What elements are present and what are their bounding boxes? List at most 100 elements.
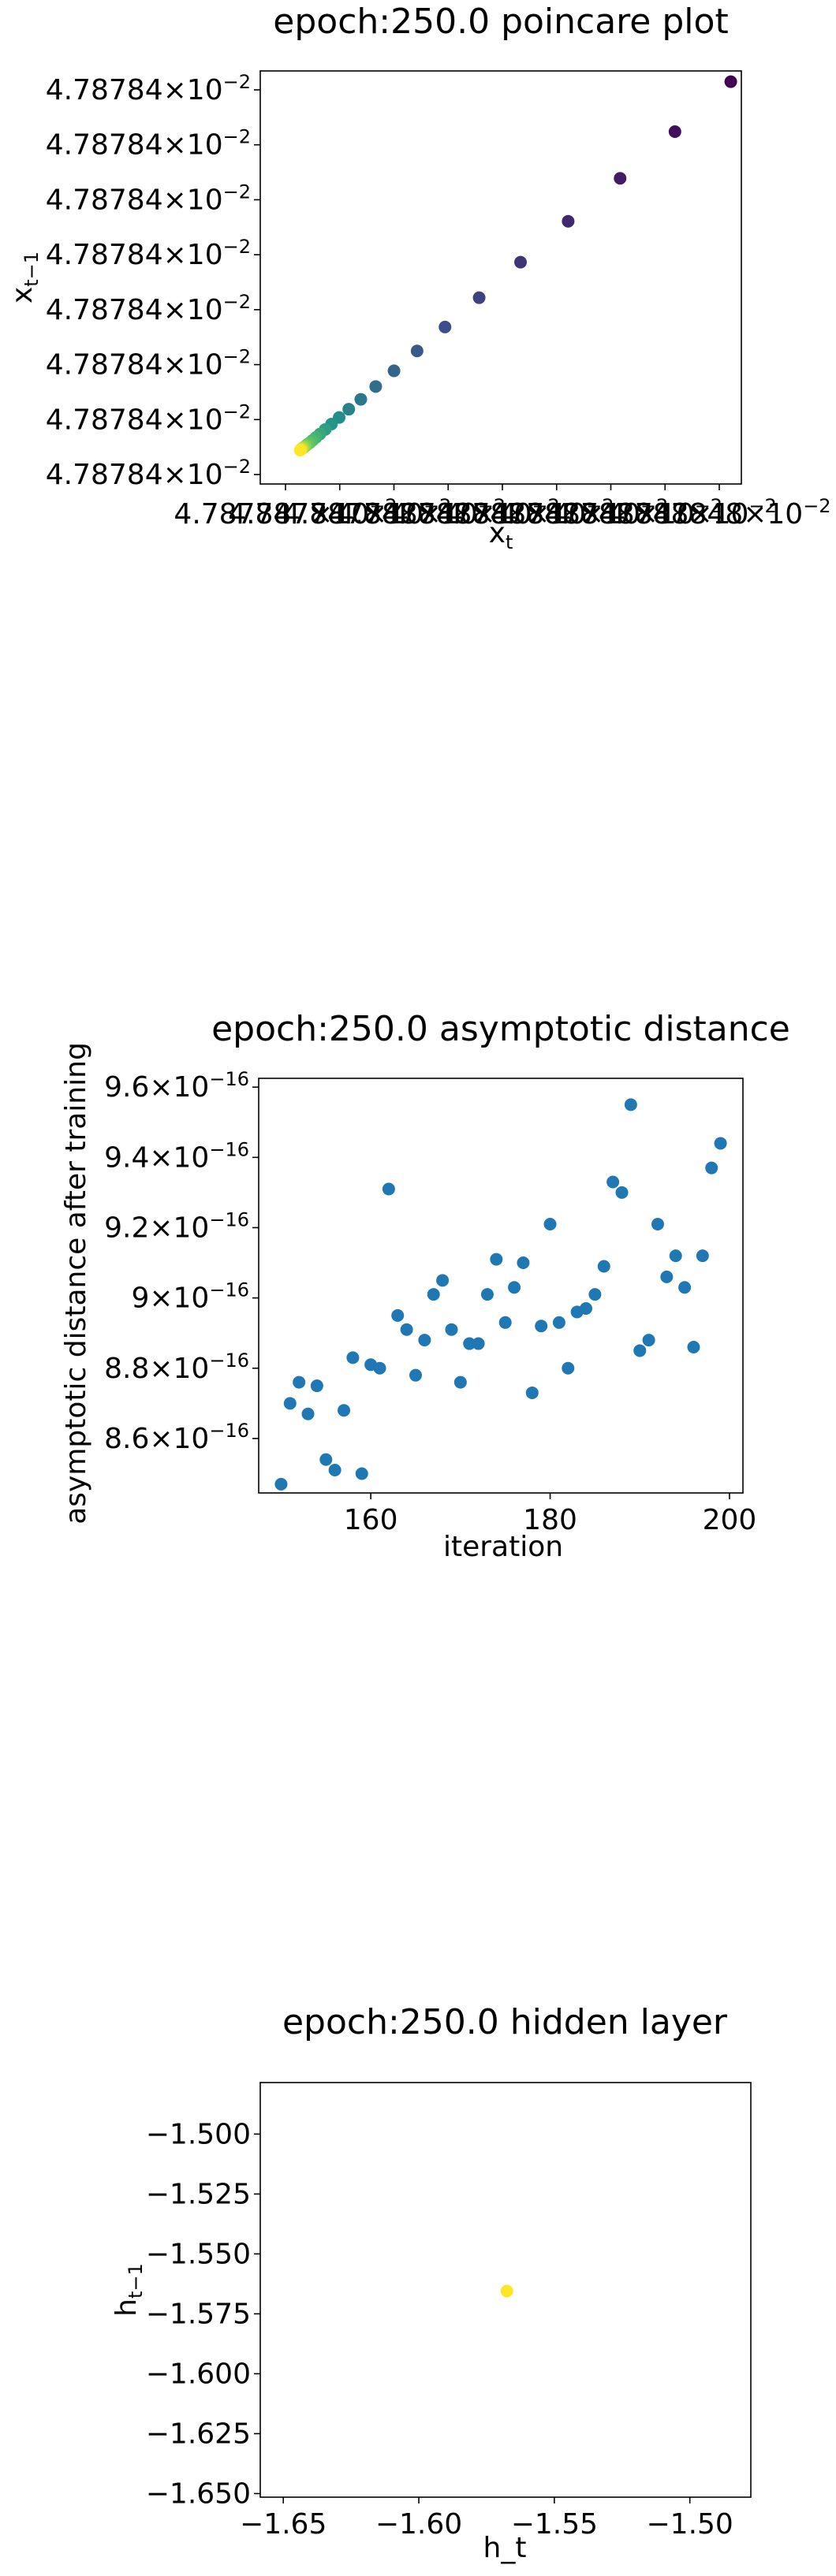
scatter-point [714,1137,727,1150]
y-tick-label: −1.500 [146,2118,251,2150]
scatter-point [382,1182,395,1196]
y-axis-label: asymptotic distance after training [60,1042,92,1524]
x-tick-group: −1.65 −1.60 −1.55 −1.50 [240,2497,733,2541]
x-tick-label: −1.50 [647,2508,733,2541]
scatter-point [418,1334,431,1347]
x-tick-label: −1.55 [511,2508,598,2541]
scatter-point [642,1334,655,1347]
y-tick-label: 4.78784×10−2 [46,346,251,382]
scatter-point [535,1320,548,1333]
x-tick-label: 180 [523,1504,577,1536]
scatter-point [293,1375,306,1389]
scatter-point [651,1217,664,1230]
scatter-point [606,1175,620,1189]
scatter-point [445,1323,458,1336]
y-tick-label: −1.650 [146,2477,251,2510]
y-tick-label: −1.625 [146,2418,251,2450]
plot-frame [259,2082,752,2498]
y-tick-label: 9×10−16 [131,1279,249,1315]
y-tick-label: 9.2×10−16 [104,1208,249,1244]
scatter-point [696,1249,709,1263]
x-tick-group: 160 180 200 [344,1493,757,1536]
y-tick-label: 4.78784×10−2 [46,181,251,216]
scatter-point [624,1098,637,1111]
scatter-point [369,380,383,393]
y-tick-label: 8.6×10−16 [104,1420,249,1455]
scatter-point [283,1397,297,1410]
scatter-point [436,1274,450,1287]
plot-frame [258,1078,744,1494]
x-axis-label: iteration [443,1531,563,1563]
scatter-point [427,1288,440,1301]
y-tick-label: 4.78784×10−2 [46,71,251,106]
asymptotic-distance-chart: epoch:250.0 asymptotic distance 8.6×10−1… [60,1009,790,1563]
scatter-point [410,344,424,358]
scatter-point [498,1316,512,1329]
scatter-point [687,1341,700,1354]
scatter-point [373,1361,386,1375]
x-tick-label: 4.787848×10−2 [445,495,668,530]
scatter-point [517,1256,530,1270]
scatter-point [562,1361,575,1375]
scatter-point [301,1407,315,1420]
scatter-point [615,1186,629,1199]
scatter-point [678,1281,692,1294]
y-tick-label: −1.550 [146,2238,251,2270]
scatter-point [387,364,401,378]
scatter-point [310,1379,323,1393]
x-tick-label: 4.787848×10−2 [337,495,560,530]
scatter-point [552,1316,565,1329]
scatter-point [514,255,528,269]
scatter-point [633,1344,647,1357]
scatter-point [705,1161,718,1174]
x-tick-label: 4.787847×10−2 [228,495,451,530]
chart-title: epoch:250.0 asymptotic distance [211,1009,790,1049]
y-axis-label: ht−1 [110,2263,147,2317]
scatter-point [562,214,575,228]
scatter-point [355,1467,368,1480]
x-tick-label: 200 [703,1504,757,1536]
scatter-point [480,1288,494,1301]
scatter-point [328,1464,341,1477]
scatter-point [354,393,368,406]
y-tick-label: 9.6×10−16 [104,1068,249,1104]
chart-title: epoch:250.0 poincare plot [273,2,728,42]
chart-title: epoch:250.0 hidden layer [282,2002,728,2042]
y-tick-label: 8.8×10−16 [104,1349,249,1385]
scatter-point [472,291,486,304]
x-tick-label: 4.787848×10−2 [390,495,614,530]
y-axis-label: xt−1 [6,251,43,303]
scatter-point [400,1323,413,1336]
points-group [500,2284,513,2298]
y-tick-label: 4.78784×10−2 [46,291,251,326]
x-tick-label: 4.787848×10−2 [282,495,506,530]
y-tick-label: −1.525 [146,2178,251,2210]
x-tick-label: −1.60 [375,2508,462,2541]
scatter-point [669,1249,682,1263]
y-tick-group: 8.6×10−16 8.8×10−16 9×10−16 9.2×10−16 9.4×10… [104,1068,259,1455]
points-group [274,1098,727,1491]
scatter-point [588,1288,602,1301]
scatter-point [338,1404,351,1417]
scatter-point [724,75,737,88]
scatter-point [293,444,307,457]
scatter-point [274,1477,288,1491]
scatter-point [614,172,627,185]
scatter-point [490,1253,503,1266]
scatter-point [439,320,452,333]
x-tick-group: 4.787847×10−24.787847×10−24.787848×10−24… [174,484,831,530]
y-tick-label: −1.575 [146,2298,251,2330]
plot-frame [259,70,742,485]
hidden-layer-chart: epoch:250.0 hidden layer −1.500 −1.525 −1.… [110,2002,752,2564]
y-tick-label: 4.78784×10−2 [46,236,251,271]
scatter-point [660,1270,674,1283]
x-tick-label: −1.65 [240,2508,327,2541]
poincare-plot-chart: epoch:250.0 poincare plot 4.78784×10−2 4.… [6,2,831,553]
scatter-point [543,1217,557,1230]
scatter-point [597,1260,610,1273]
x-axis-label: xt [489,517,513,553]
x-tick-label: 160 [344,1504,398,1536]
scatter-point [346,1351,360,1364]
scatter-point [391,1308,405,1322]
scatter-point [500,2284,513,2298]
